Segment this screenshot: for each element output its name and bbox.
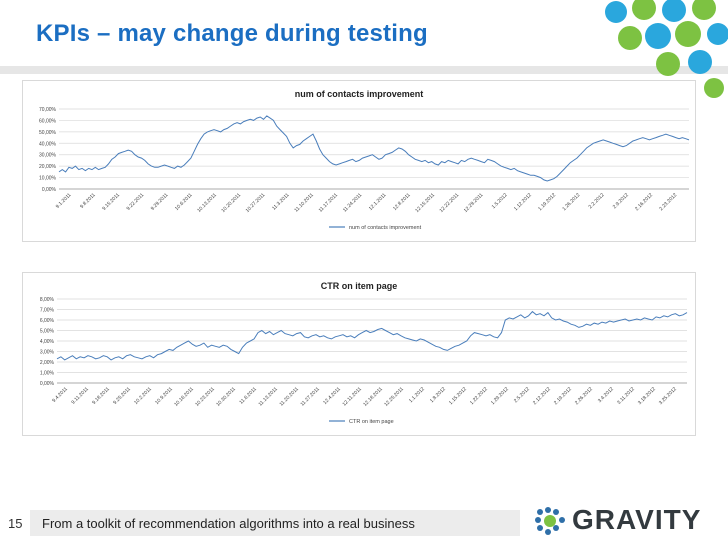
x-tick-label: 3.11.2012 bbox=[616, 386, 636, 406]
chart-ctr-item-page: CTR on item page 0,00% 1,00% 2,00% 3,00% 4,00… bbox=[22, 272, 696, 436]
y-tick-label: 8,00% bbox=[40, 297, 55, 303]
title-divider bbox=[0, 66, 728, 74]
x-tick-label: 12.22.2011 bbox=[439, 192, 461, 214]
decorative-dots-icon bbox=[605, 0, 728, 100]
x-tick-label: 10.6.2011 bbox=[174, 192, 194, 212]
y-tick-label: 4,00% bbox=[40, 339, 55, 345]
x-tick-label: 11.20.2011 bbox=[278, 386, 300, 408]
x-tick-label: 2.2.2012 bbox=[588, 192, 606, 210]
x-tick-label: 10.16.2011 bbox=[173, 386, 195, 408]
x-tick-label: 10.23.2011 bbox=[194, 386, 216, 408]
gravity-logo-icon bbox=[535, 507, 565, 535]
x-tick-label: 2.19.2012 bbox=[553, 386, 573, 406]
y-tick-label: 2,00% bbox=[40, 360, 55, 366]
x-tick-label: 11.24.2011 bbox=[342, 192, 364, 214]
footer-text: From a toolkit of recommendation algorit… bbox=[42, 516, 415, 531]
x-tick-label: 9.1.2011 bbox=[55, 192, 73, 210]
x-tick-label: 1.1.2012 bbox=[408, 386, 426, 404]
x-tick-label: 2.5.2012 bbox=[513, 386, 531, 404]
y-tick-label: 3,00% bbox=[40, 350, 55, 356]
x-tick-label: 11.10.2011 bbox=[293, 192, 315, 214]
x-tick-label: 10.27.2011 bbox=[245, 192, 267, 214]
x-tick-label: 9.25.2011 bbox=[112, 386, 132, 406]
x-tick-label: 9.29.2011 bbox=[150, 192, 170, 212]
x-tick-label: 12.4.2011 bbox=[322, 386, 342, 406]
slide-title: KPIs – may change during testing bbox=[36, 20, 428, 47]
chart-title: CTR on item page bbox=[321, 281, 398, 291]
x-tick-label: 3.4.2012 bbox=[597, 386, 615, 404]
x-tick-label: 2.23.2012 bbox=[658, 192, 678, 212]
page-number: 15 bbox=[8, 516, 23, 531]
x-tick-label: 1.5.2012 bbox=[491, 192, 509, 210]
x-tick-label: 9.4.2011 bbox=[51, 386, 69, 404]
x-tick-label: 12.11.2011 bbox=[341, 386, 363, 408]
y-tick-label: 70,00% bbox=[39, 107, 57, 113]
y-tick-label: 40,00% bbox=[39, 141, 57, 147]
x-tick-label: 12.1.2011 bbox=[368, 192, 388, 212]
x-tick-label: 12.25.2011 bbox=[383, 386, 405, 408]
x-tick-label: 1.22.2012 bbox=[469, 386, 489, 406]
x-tick-label: 12.15.2011 bbox=[414, 192, 436, 214]
legend-label: num of contacts improvement bbox=[349, 225, 422, 231]
x-tick-label: 2.16.2012 bbox=[634, 192, 654, 212]
y-tick-label: 1,00% bbox=[40, 371, 55, 377]
chart-title: num of contacts improvement bbox=[295, 89, 424, 99]
x-tick-label: 1.26.2012 bbox=[561, 192, 581, 212]
x-tick-label: 11.13.2011 bbox=[257, 386, 279, 408]
y-tick-label: 30,00% bbox=[39, 153, 57, 159]
x-tick-label: 9.18.2011 bbox=[91, 386, 111, 406]
x-tick-label: 9.8.2011 bbox=[79, 192, 97, 210]
x-tick-label: 9.15.2011 bbox=[101, 192, 121, 212]
footer-bar bbox=[30, 510, 520, 536]
x-tick-label: 3.25.2012 bbox=[658, 386, 678, 406]
legend-label: CTR on item page bbox=[349, 419, 394, 425]
x-tick-label: 11.27.2011 bbox=[299, 386, 321, 408]
x-tick-label: 10.13.2011 bbox=[196, 192, 218, 214]
y-tick-label: 20,00% bbox=[39, 164, 57, 170]
y-tick-label: 10,00% bbox=[39, 176, 57, 182]
x-tick-label: 1.12.2012 bbox=[513, 192, 533, 212]
y-tick-label: 7,00% bbox=[40, 308, 55, 314]
x-tick-label: 2.12.2012 bbox=[532, 386, 552, 406]
x-tick-label: 11.6.2011 bbox=[238, 386, 258, 406]
y-tick-label: 0,00% bbox=[42, 187, 57, 193]
y-tick-label: 6,00% bbox=[40, 318, 55, 324]
x-tick-label: 1.19.2012 bbox=[537, 192, 557, 212]
x-tick-label: 2.9.2012 bbox=[612, 192, 630, 210]
x-tick-label: 10.30.2011 bbox=[215, 386, 237, 408]
x-tick-label: 1.15.2012 bbox=[448, 386, 468, 406]
x-tick-label: 1.8.2012 bbox=[429, 386, 447, 404]
x-tick-label: 9.22.2011 bbox=[126, 192, 146, 212]
y-tick-label: 0,00% bbox=[40, 381, 55, 387]
y-tick-label: 5,00% bbox=[40, 329, 55, 335]
gravity-logo-text: GRAVITY bbox=[572, 504, 702, 535]
x-tick-label: 2.26.2012 bbox=[574, 386, 594, 406]
series-line bbox=[56, 310, 688, 361]
x-tick-label: 12.29.2011 bbox=[463, 192, 485, 214]
chart-contacts-improvement: num of contacts improvement 0,00% 10,00% 20… bbox=[22, 80, 696, 242]
x-tick-label: 1.29.2012 bbox=[490, 386, 510, 406]
series-line bbox=[58, 115, 690, 182]
x-tick-label: 10.9.2011 bbox=[154, 386, 174, 406]
x-tick-label: 10.2.2011 bbox=[133, 386, 153, 406]
x-tick-label: 9.11.2011 bbox=[70, 386, 90, 406]
x-tick-label: 10.20.2011 bbox=[220, 192, 242, 214]
y-tick-label: 50,00% bbox=[39, 130, 57, 136]
x-tick-label: 11.17.2011 bbox=[318, 192, 340, 214]
x-tick-label: 12.8.2011 bbox=[392, 192, 412, 212]
y-tick-label: 60,00% bbox=[39, 118, 57, 124]
x-tick-label: 11.3.2011 bbox=[271, 192, 291, 212]
x-tick-label: 12.18.2011 bbox=[362, 386, 384, 408]
x-tick-label: 3.18.2012 bbox=[637, 386, 657, 406]
